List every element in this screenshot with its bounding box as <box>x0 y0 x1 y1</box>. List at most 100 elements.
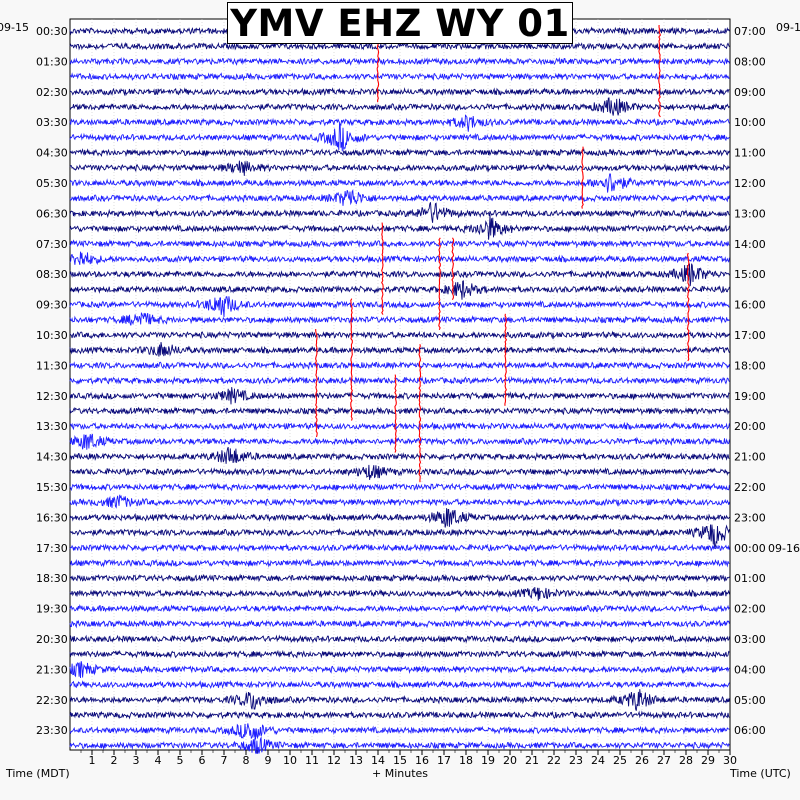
trace-row <box>69 586 730 601</box>
trace-row <box>69 508 730 528</box>
x-tick-label: 22 <box>547 754 561 767</box>
trace-row <box>69 342 730 357</box>
trace-row <box>69 160 730 176</box>
right-time-labels: 07:00 08:00 09:00 10:00 11:00 12:00 13:00 14:00… <box>734 25 800 737</box>
x-tick-label: 30 <box>723 754 737 767</box>
x-tick-label: 26 <box>635 754 649 767</box>
left-time-label: 23:30 <box>36 724 68 737</box>
minute-grid <box>91 19 709 750</box>
right-time-label: 16:00 <box>734 299 766 312</box>
trace-row <box>69 114 730 132</box>
x-tick-label: 11 <box>305 754 319 767</box>
trace-row <box>69 482 730 492</box>
right-time-label: 02:00 <box>734 603 766 616</box>
left-time-label: 15:30 <box>36 481 68 494</box>
trace-row <box>69 406 730 416</box>
x-tick-label: 1 <box>89 754 96 767</box>
x-tick-label: 15 <box>393 754 407 767</box>
x-tick-label: 18 <box>459 754 473 767</box>
x-tick-label: 27 <box>657 754 671 767</box>
left-time-label: 04:30 <box>36 147 68 160</box>
x-tick-label: 29 <box>701 754 715 767</box>
right-time-label: 14:00 <box>734 238 766 251</box>
trace-row <box>69 41 730 51</box>
left-time-label: 07:30 <box>36 238 68 251</box>
right-time-label: 18:00 <box>734 359 766 372</box>
right-time-label: 00:00 <box>734 542 766 555</box>
right-time-label: 22:00 <box>734 481 766 494</box>
trace-row <box>69 679 730 690</box>
x-tick-label: 6 <box>199 754 206 767</box>
trace-row <box>69 72 730 82</box>
trace-row <box>69 360 730 371</box>
left-time-label: 08:30 <box>36 268 68 281</box>
left-time-label: 10:30 <box>36 329 68 342</box>
right-time-label: 20:00 <box>734 420 766 433</box>
x-tick-label: 7 <box>221 754 228 767</box>
event-marker <box>314 329 318 438</box>
trace-row <box>69 376 730 386</box>
left-time-label: 06:30 <box>36 207 68 220</box>
left-time-label: 17:30 <box>36 542 68 555</box>
trace-row <box>69 558 730 568</box>
left-time-label: 03:30 <box>36 116 68 129</box>
left-time-label: 16:30 <box>36 511 68 524</box>
seismic-traces <box>69 26 730 755</box>
event-marker <box>394 374 397 453</box>
right-time-label: 13:00 <box>734 207 766 220</box>
event-marker <box>581 146 584 209</box>
event-marker <box>451 237 455 301</box>
left-time-label: 11:30 <box>36 359 68 372</box>
trace-row <box>69 189 730 206</box>
x-tick-label: 13 <box>349 754 363 767</box>
left-time-label: 01:30 <box>36 55 68 68</box>
right-next-date-label: 09-16 <box>768 542 800 555</box>
trace-row <box>69 634 730 644</box>
right-time-label: 04:00 <box>734 663 766 676</box>
chart-title: YMV EHZ WY 01 <box>227 2 573 45</box>
trace-row <box>69 251 730 265</box>
trace-row <box>69 295 730 318</box>
x-axis-label: + Minutes <box>372 767 428 780</box>
trace-row <box>69 494 730 509</box>
x-tick-label: 20 <box>503 754 517 767</box>
trace-row <box>69 56 730 67</box>
event-marker <box>376 40 380 103</box>
trace-row <box>69 649 730 659</box>
trace-row <box>69 735 730 755</box>
left-time-labels: 00:30 01:30 02:30 03:30 04:30 05:30 06:30 07:30… <box>36 25 68 737</box>
left-axis-label: Time (MDT) <box>5 767 70 780</box>
right-time-label: 12:00 <box>734 177 766 190</box>
right-time-label: 07:00 <box>734 25 766 38</box>
right-date-label: 09-1 <box>776 21 800 34</box>
event-marker <box>504 313 508 406</box>
right-time-label: 01:00 <box>734 572 766 585</box>
left-time-label: 13:30 <box>36 420 68 433</box>
right-time-label: 17:00 <box>734 329 766 342</box>
left-time-label: 20:30 <box>36 633 68 646</box>
trace-row <box>69 97 730 116</box>
x-tick-label: 12 <box>327 754 341 767</box>
right-time-label: 23:00 <box>734 511 766 524</box>
x-tick-label: 21 <box>525 754 539 767</box>
trace-row <box>69 202 730 223</box>
x-tick-label: 5 <box>177 754 184 767</box>
trace-row <box>69 421 730 431</box>
left-time-label: 19:30 <box>36 603 68 616</box>
left-time-label: 22:30 <box>36 694 68 707</box>
trace-row <box>69 603 730 613</box>
trace-row <box>69 433 730 450</box>
left-time-label: 05:30 <box>36 177 68 190</box>
trace-row <box>69 239 730 249</box>
trace-row <box>69 263 730 287</box>
x-tick-label: 4 <box>155 754 162 767</box>
left-time-label: 18:30 <box>36 572 68 585</box>
right-time-label: 08:00 <box>734 55 766 68</box>
left-time-label: 02:30 <box>36 86 68 99</box>
trace-row <box>69 524 730 549</box>
trace-row <box>69 446 730 464</box>
trace-row <box>69 723 730 740</box>
event-marker <box>438 237 441 331</box>
right-time-label: 06:00 <box>734 724 766 737</box>
